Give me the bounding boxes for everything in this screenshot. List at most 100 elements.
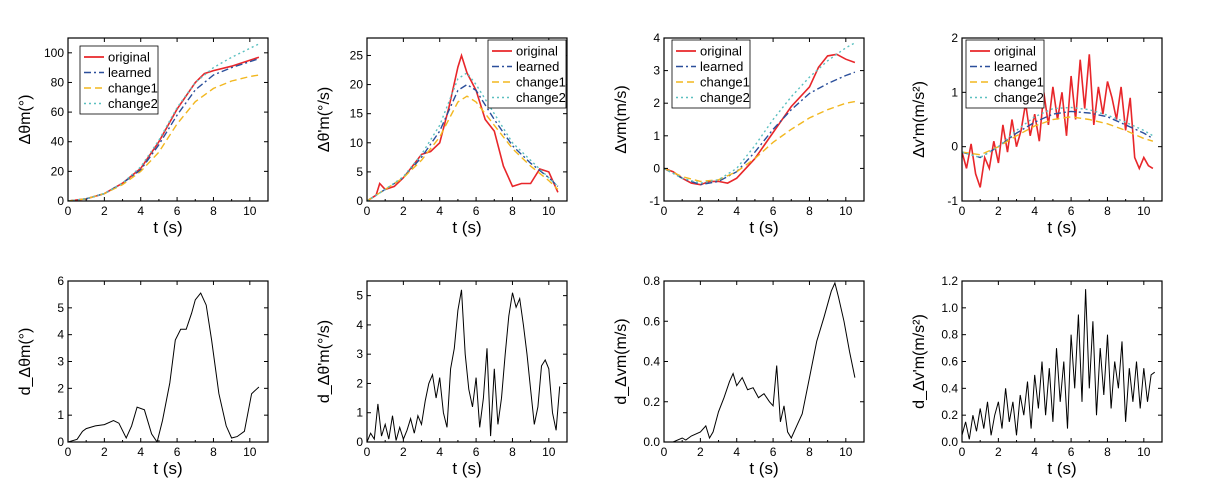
x-tick-label: 8	[210, 204, 217, 218]
y-tick-label: 0.0	[941, 435, 958, 449]
x-tick-label: 8	[210, 445, 217, 459]
y-tick-label: 5	[57, 301, 64, 315]
y-tick-label: 10	[350, 136, 364, 150]
y-axis-title: Δθm(°)	[17, 95, 34, 145]
x-tick-label: 8	[806, 445, 813, 459]
chart-bot3: 0 2 4 6 8 10 0.0 0.2 0.4 0.6 0.8 t (s) d_Δvm(m/s)	[613, 274, 865, 478]
y-tick-label: 5	[356, 289, 363, 303]
y-tick-label: 4	[57, 328, 64, 342]
y-tick-label: 0	[57, 435, 64, 449]
y-tick-label: 1.0	[941, 301, 958, 315]
chart-bot2: 0 2 4 6 8 10 0 1 2 3 4 5 t (s) d_Δθ'm(°/s)	[316, 280, 568, 478]
y-tick-label: 1.2	[941, 274, 958, 288]
y-tick-label: 0.2	[941, 408, 958, 422]
legend-label-change1: change1	[700, 75, 750, 90]
y-axis-title: d_Δv'm(m/s²)	[911, 314, 928, 409]
y-tick-label: 4	[653, 31, 660, 45]
x-tick-label: 8	[806, 204, 813, 218]
x-tick-label: 10	[1137, 445, 1151, 459]
plot-frame	[961, 280, 1163, 443]
x-tick-label: 0	[65, 204, 72, 218]
x-tick-label: 6	[174, 204, 181, 218]
y-tick-label: 0.8	[941, 328, 958, 342]
y-axis-title: d_Δvm(m/s)	[613, 318, 630, 404]
plot-frame	[67, 280, 269, 443]
x-axis-title: t (s)	[153, 218, 182, 237]
legend-label-change1: change1	[516, 75, 566, 90]
y-tick-label: 25	[350, 48, 364, 62]
series-learned-line	[367, 83, 559, 201]
series-change2-line	[68, 43, 260, 201]
x-tick-label: 6	[473, 445, 480, 459]
x-tick-label: 2	[697, 445, 704, 459]
x-tick-label: 8	[509, 204, 516, 218]
legend-label-original: original	[516, 44, 558, 59]
y-tick-label: 6	[57, 274, 64, 288]
legend-label-learned: learned	[994, 59, 1037, 74]
x-tick-label: 2	[995, 204, 1002, 218]
x-tick-label: 6	[1068, 204, 1075, 218]
series-change1-line	[664, 100, 856, 183]
y-tick-label: 1	[653, 129, 660, 143]
y-tick-label: 0.6	[941, 355, 958, 369]
y-axis-title: Δvm(m/s)	[613, 85, 630, 153]
series-change1-line	[367, 95, 559, 201]
x-tick-label: 4	[436, 204, 443, 218]
x-tick-label: 0	[65, 445, 72, 459]
x-tick-label: 4	[1031, 445, 1038, 459]
legend-label-learned: learned	[700, 59, 743, 74]
y-tick-label: 0	[356, 194, 363, 208]
y-tick-label: 2	[653, 96, 660, 110]
y-tick-label: 1	[951, 85, 958, 99]
y-tick-label: 0.4	[643, 355, 660, 369]
x-tick-label: 4	[1031, 204, 1038, 218]
x-tick-label: 8	[1104, 445, 1111, 459]
plot-frame	[366, 280, 568, 443]
y-tick-label: 4	[356, 318, 363, 332]
y-tick-label: 0	[57, 194, 64, 208]
x-tick-label: 2	[400, 445, 407, 459]
x-tick-label: 6	[174, 445, 181, 459]
y-tick-label: 0.2	[643, 395, 660, 409]
x-tick-label: 6	[473, 204, 480, 218]
legend-label-original: original	[700, 44, 742, 59]
x-tick-label: 8	[509, 445, 516, 459]
y-tick-label: 1	[356, 406, 363, 420]
x-tick-label: 6	[770, 204, 777, 218]
x-tick-label: 4	[733, 204, 740, 218]
legend-label-learned: learned	[516, 59, 559, 74]
x-tick-label: 0	[661, 445, 668, 459]
y-tick-label: 100	[44, 46, 64, 60]
x-tick-label: 8	[1104, 204, 1111, 218]
x-tick-label: 0	[364, 445, 371, 459]
series-change2-line	[367, 71, 559, 201]
x-tick-label: 10	[243, 445, 257, 459]
chart-top2: 0 2 4 6 8 10 0 5 10 15 20 25 t (s) Δθ'm(°/s) originall…	[316, 37, 568, 237]
legend-label-original: original	[994, 44, 1036, 59]
y-axis-title: Δθ'm(°/s)	[316, 87, 333, 152]
y-tick-label: 3	[356, 347, 363, 361]
x-tick-label: 4	[137, 445, 144, 459]
y-tick-label: 80	[51, 75, 65, 89]
series-learned-line	[664, 71, 856, 186]
x-tick-label: 0	[959, 445, 966, 459]
x-tick-label: 2	[400, 204, 407, 218]
plot-frame	[67, 37, 269, 202]
legend-label-change2: change2	[994, 90, 1044, 105]
y-tick-label: 2	[57, 381, 64, 395]
y-tick-label: -1	[947, 194, 958, 208]
y-tick-label: 40	[51, 135, 65, 149]
x-tick-label: 0	[364, 204, 371, 218]
y-tick-label: 3	[653, 64, 660, 78]
series-change1-line	[68, 74, 260, 201]
y-tick-label: 2	[356, 376, 363, 390]
